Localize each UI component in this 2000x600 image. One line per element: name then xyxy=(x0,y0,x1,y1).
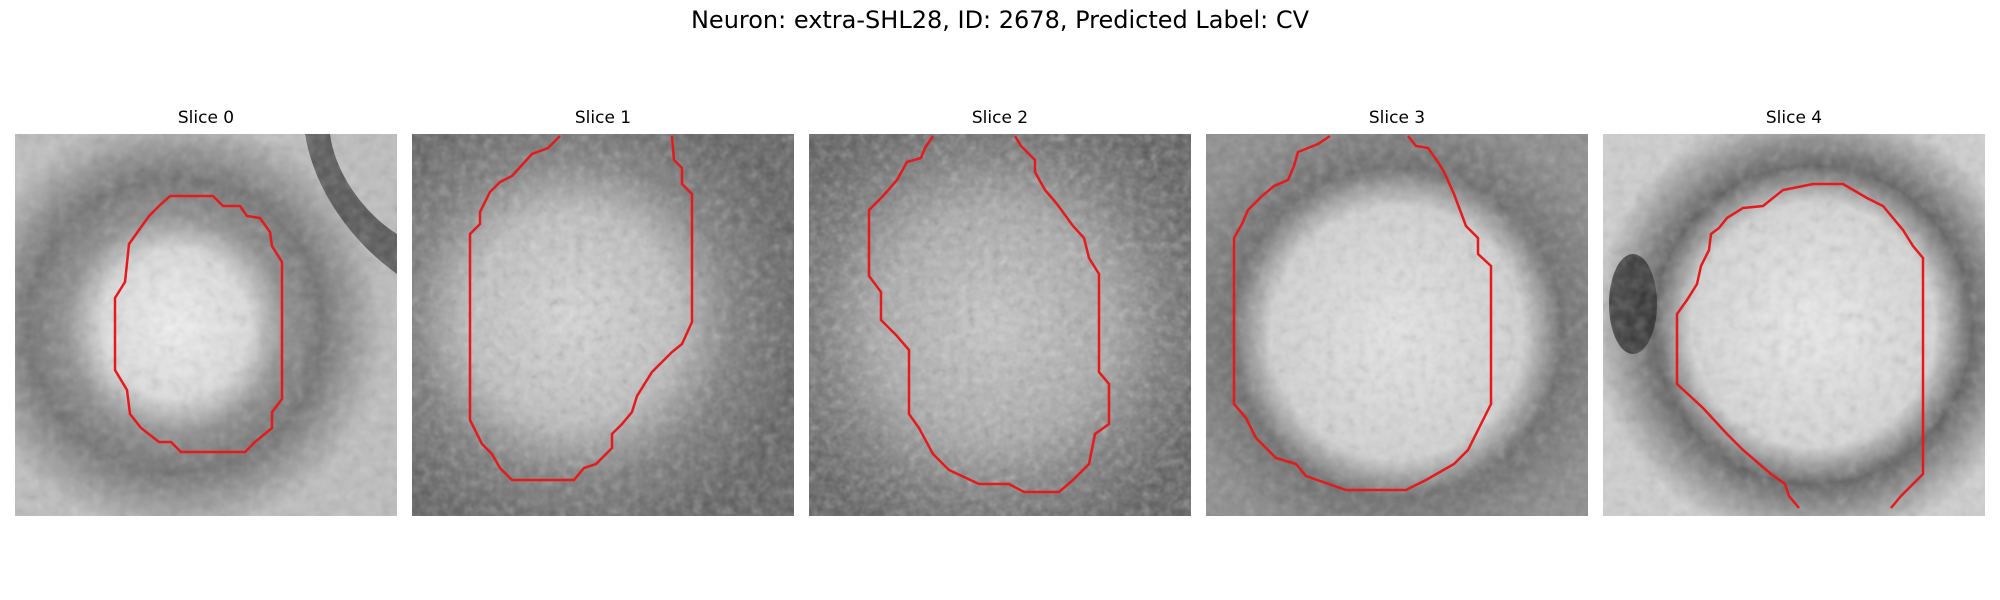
slice-title-2: Slice 2 xyxy=(971,108,1029,128)
slice-title-4: Slice 4 xyxy=(1765,108,1823,128)
contour-line xyxy=(867,135,1111,494)
contour-line xyxy=(1675,182,1925,509)
slice-panel-0: Slice 0 xyxy=(15,108,397,516)
slice-panel-2: Slice 2 xyxy=(809,108,1191,516)
contour-line xyxy=(113,194,284,454)
slice-title-3: Slice 3 xyxy=(1368,108,1426,128)
slice-image-3 xyxy=(1206,134,1588,516)
contour-line xyxy=(1232,134,1493,492)
figure-title: Neuron: extra-SHL28, ID: 2678, Predicted… xyxy=(690,6,1310,34)
slice-image-2 xyxy=(809,134,1191,516)
slice-panel-3: Slice 3 xyxy=(1206,108,1588,516)
slice-panel-4: Slice 4 xyxy=(1603,108,1985,516)
slice-image-0 xyxy=(15,134,397,516)
slice-title-1: Slice 1 xyxy=(574,108,632,128)
slice-image-1 xyxy=(412,134,794,516)
slice-title-0: Slice 0 xyxy=(177,108,235,128)
slice-panel-1: Slice 1 xyxy=(412,108,794,516)
contour-line xyxy=(468,135,694,482)
slice-image-4 xyxy=(1603,134,1985,516)
